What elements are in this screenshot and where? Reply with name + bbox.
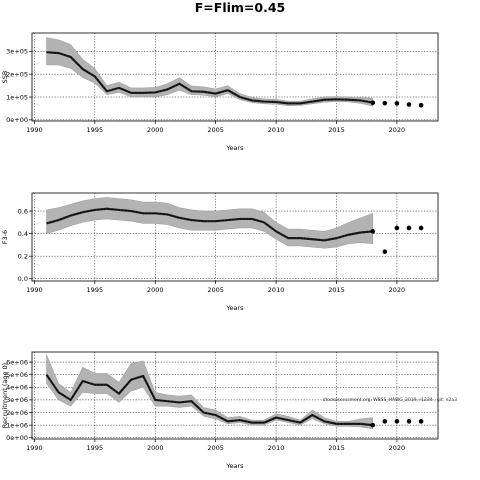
ssb-confidence-band bbox=[46, 37, 373, 107]
f-plot-frame bbox=[31, 192, 439, 282]
f-ytick-label-2: 0.4 bbox=[18, 230, 28, 238]
f-xtick-label-5: 2015 bbox=[328, 286, 345, 294]
f-xtick-label-0: 1990 bbox=[26, 286, 43, 294]
f-ytick-label-3: 0.6 bbox=[18, 207, 28, 215]
f-xtick-label-4: 2010 bbox=[268, 286, 285, 294]
f-panel: 1990 1995 2000 2005 2010 2015 2020 0.0 0.2 0.4 0.6… bbox=[1, 192, 439, 312]
recruitment-xtick-label-3: 2005 bbox=[207, 444, 224, 452]
f-estimate-dash bbox=[46, 208, 373, 241]
f-forecast-point-2022 bbox=[418, 225, 424, 231]
figure-title: F=Flim=0.45 bbox=[195, 0, 285, 15]
f-ytick-label-1: 0.2 bbox=[18, 252, 28, 260]
f-ytick-label-0: 0.0 bbox=[18, 275, 28, 283]
recruitment-estimate-dash bbox=[46, 374, 373, 426]
recruitment-ytick-label-4: 4e+06 bbox=[6, 384, 28, 392]
ssb-yaxis-label: SSB bbox=[1, 71, 9, 84]
recruitment-forecast-point-2021 bbox=[406, 419, 412, 424]
recruitment-forecast-point-2019 bbox=[382, 419, 388, 424]
watermark-note: stockassessment.org, WBSS_HAWG_2019, r12… bbox=[323, 397, 457, 403]
recruitment-ytick-label-0: 0e+00 bbox=[6, 434, 28, 442]
ssb-xaxis-label: Years bbox=[225, 144, 244, 152]
ssb-ytick-label-3: 3e+05 bbox=[6, 48, 28, 56]
recruitment-yaxis-label: Recruitment (age 0) bbox=[1, 363, 9, 428]
f-xtick-label-3: 2005 bbox=[207, 286, 224, 294]
recruitment-ytick-label-5: 5e+06 bbox=[6, 371, 28, 379]
ssb-plot-frame bbox=[31, 32, 439, 122]
ssb-xtick-label-0: 1990 bbox=[26, 126, 43, 134]
ssb-xtick-label-5: 2015 bbox=[328, 126, 345, 134]
recruitment-xtick-label-0: 1990 bbox=[26, 444, 43, 452]
ssb-forecast-point-2020 bbox=[394, 101, 400, 106]
recruitment-xtick-label-2: 2000 bbox=[147, 444, 164, 452]
ssb-xtick-label-4: 2010 bbox=[268, 126, 285, 134]
recruitment-ytick-label-1: 1e+06 bbox=[6, 421, 28, 429]
f-forecast-point-2019 bbox=[382, 249, 388, 254]
recruitment-forecast-point-2020 bbox=[394, 419, 400, 424]
ssb-ytick-label-0: 0e+00 bbox=[6, 116, 28, 124]
f-yaxis-label: F3-6 bbox=[1, 230, 9, 244]
recruitment-forecast-point-2022 bbox=[418, 419, 424, 424]
recruitment-ytick-label-3: 3e+06 bbox=[6, 396, 28, 404]
f-xaxis-label: Years bbox=[225, 304, 244, 312]
recruitment-xtick-label-1: 1995 bbox=[87, 444, 104, 452]
ssb-forecast-point-2019 bbox=[382, 100, 388, 106]
f-xtick-label-1: 1995 bbox=[87, 286, 104, 294]
ssb-xtick-label-2: 2000 bbox=[147, 126, 164, 134]
ssb-xtick-label-3: 2005 bbox=[207, 126, 224, 134]
recruitment-forecast-point-2018 bbox=[370, 422, 376, 428]
recruitment-xtick-label-5: 2015 bbox=[328, 444, 345, 452]
recruitment-confidence-band bbox=[46, 354, 373, 430]
ssb-ytick-label-1: 1e+05 bbox=[6, 93, 28, 101]
ssb-forecast-point-2022 bbox=[418, 102, 424, 108]
ssb-estimate-dash bbox=[46, 51, 373, 104]
f-forecast-point-2021 bbox=[406, 225, 412, 231]
recruitment-xtick-label-4: 2010 bbox=[268, 444, 285, 452]
ssb-forecast-point-2018 bbox=[370, 100, 376, 106]
recruitment-xaxis-label: Years bbox=[225, 462, 244, 470]
ssb-panel: 1990 1995 2000 2005 2010 2015 2020 0e+00 1e+05 2e… bbox=[1, 32, 439, 152]
f-forecast-point-2020 bbox=[394, 225, 400, 231]
recruitment-plot-frame bbox=[31, 351, 439, 440]
recruitment-panel: 1990 1995 2000 2005 2010 2015 2020 0e+00 1e+06 2e… bbox=[1, 351, 439, 470]
recruitment-ytick-label-2: 2e+06 bbox=[6, 409, 28, 417]
f-xtick-label-2: 2000 bbox=[147, 286, 164, 294]
ssb-ytick-label-2: 2e+05 bbox=[6, 70, 28, 78]
recruitment-ytick-label-6: 6e+06 bbox=[6, 358, 28, 366]
ssb-xtick-label-1: 1995 bbox=[87, 126, 104, 134]
ssb-forecast-point-2021 bbox=[406, 102, 412, 107]
recruitment-xtick-label-6: 2020 bbox=[389, 444, 406, 452]
f-xtick-label-6: 2020 bbox=[389, 286, 406, 294]
ssb-xtick-label-6: 2020 bbox=[389, 126, 406, 134]
f-forecast-point-2018 bbox=[370, 229, 376, 234]
